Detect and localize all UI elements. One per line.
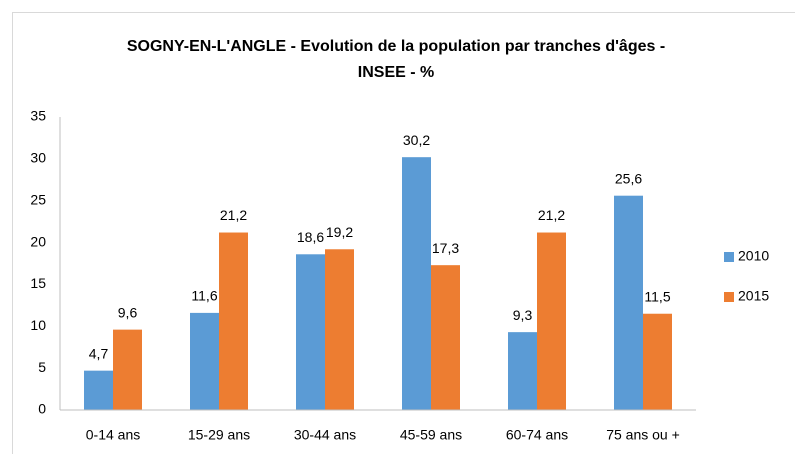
bar bbox=[113, 329, 142, 410]
legend-label: 2010 bbox=[738, 248, 769, 264]
bar bbox=[296, 254, 325, 410]
data-label: 11,5 bbox=[644, 288, 670, 304]
data-label: 18,6 bbox=[297, 229, 324, 245]
bar bbox=[219, 232, 248, 410]
legend-swatch bbox=[724, 252, 734, 262]
data-label: 4,7 bbox=[89, 345, 109, 361]
bar bbox=[325, 249, 354, 410]
y-tick-label: 20 bbox=[30, 233, 46, 249]
bar bbox=[402, 157, 431, 410]
chart-title: INSEE - % bbox=[358, 64, 434, 81]
data-label: 9,6 bbox=[118, 304, 138, 320]
data-label: 9,3 bbox=[513, 307, 533, 323]
data-label: 30,2 bbox=[403, 132, 430, 148]
y-tick-label: 15 bbox=[30, 275, 46, 291]
x-tick-label: 0-14 ans bbox=[86, 427, 140, 443]
bar bbox=[537, 232, 566, 410]
y-tick-label: 35 bbox=[30, 108, 46, 124]
chart-title: SOGNY-EN-L'ANGLE - Evolution de la popul… bbox=[127, 38, 665, 55]
y-tick-label: 10 bbox=[30, 317, 46, 333]
bar bbox=[643, 313, 672, 410]
x-tick-label: 15-29 ans bbox=[188, 427, 250, 443]
legend-label: 2015 bbox=[738, 288, 769, 304]
x-tick-label: 60-74 ans bbox=[506, 427, 568, 443]
bar bbox=[431, 265, 460, 410]
bar bbox=[190, 312, 219, 410]
data-label: 17,3 bbox=[432, 240, 459, 256]
bar bbox=[84, 370, 113, 410]
y-tick-label: 25 bbox=[30, 191, 46, 207]
x-tick-label: 30-44 ans bbox=[294, 427, 356, 443]
bar bbox=[614, 195, 643, 410]
y-tick-label: 30 bbox=[30, 150, 46, 166]
x-tick-label: 45-59 ans bbox=[400, 427, 462, 443]
legend-swatch bbox=[724, 292, 734, 302]
data-label: 21,2 bbox=[538, 207, 565, 223]
data-label: 21,2 bbox=[220, 207, 247, 223]
x-tick-label: 75 ans ou + bbox=[606, 427, 680, 443]
y-tick-label: 5 bbox=[38, 359, 46, 375]
bar bbox=[508, 332, 537, 410]
data-label: 19,2 bbox=[326, 224, 353, 240]
y-tick-label: 0 bbox=[38, 401, 46, 417]
data-label: 25,6 bbox=[615, 170, 642, 186]
data-label: 11,6 bbox=[191, 288, 217, 304]
